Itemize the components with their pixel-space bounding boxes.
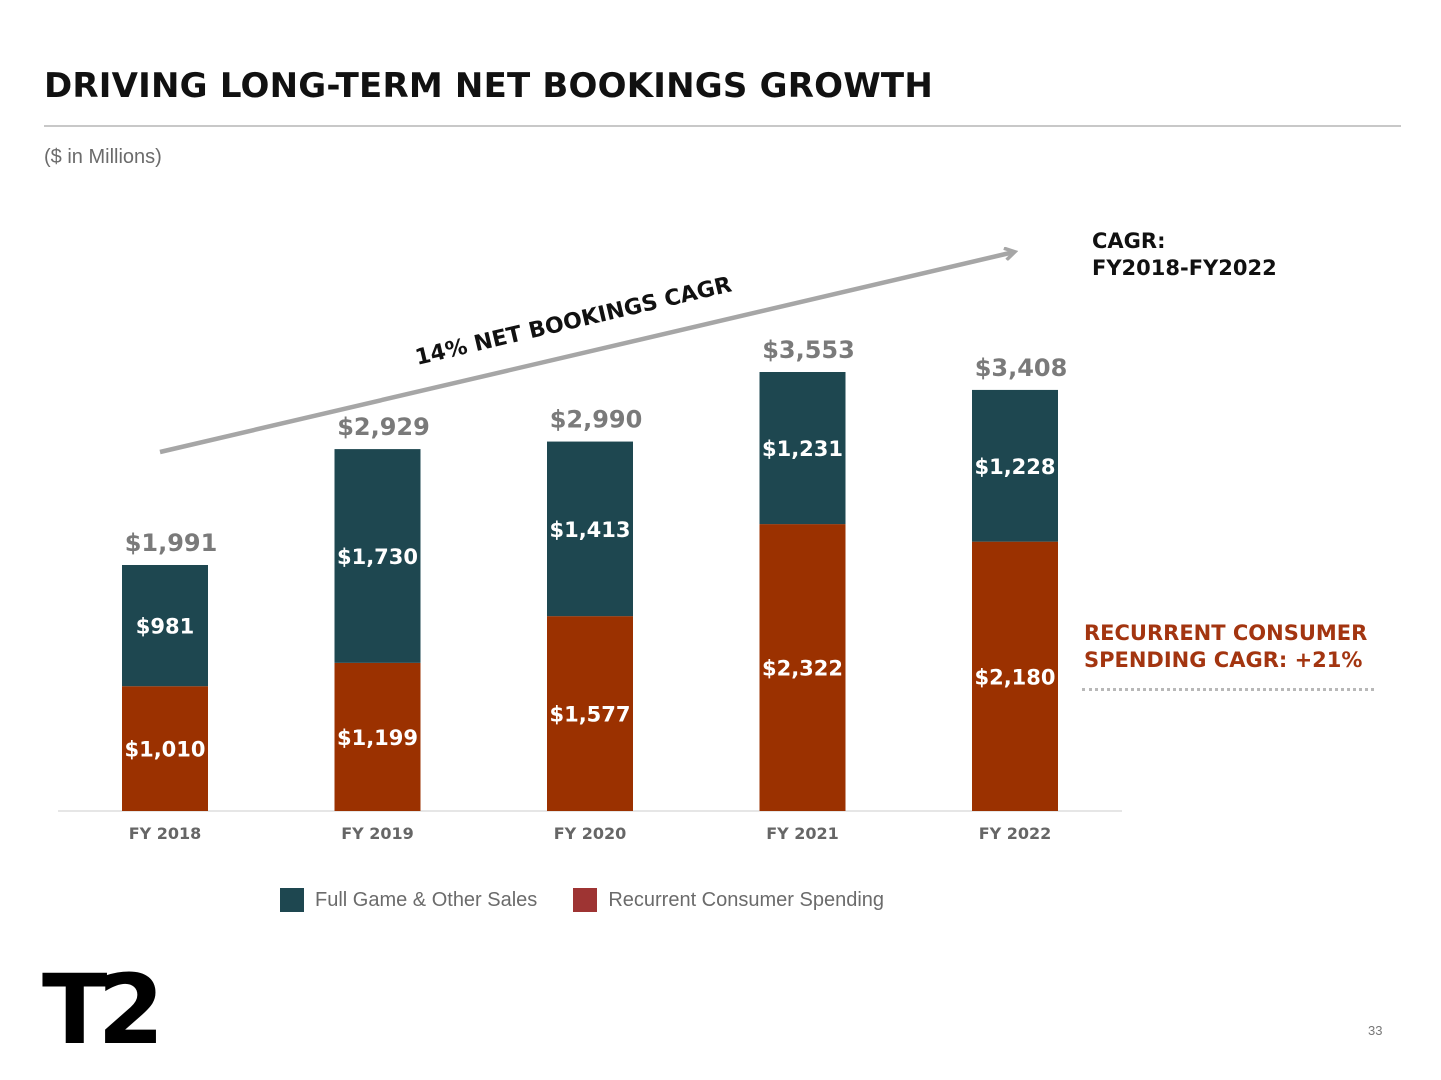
recurrent-cagr-note: RECURRENT CONSUMER SPENDING CAGR: +21% — [1084, 620, 1424, 674]
bar-full-game-4 — [759, 372, 846, 525]
legend-swatch-recurrent — [573, 888, 598, 912]
cagr-arrow — [159, 252, 1014, 455]
data-label-recurrent-1: $1,010 — [124, 738, 205, 762]
data-label-recurrent-4: $2,322 — [762, 657, 843, 681]
bar-recurrent-1 — [122, 686, 208, 811]
x-tick-label-5: FY 2022 — [979, 824, 1052, 843]
bar-recurrent-2 — [334, 662, 421, 811]
data-label-recurrent-2: $1,199 — [337, 726, 418, 750]
x-tick-label-3: FY 2020 — [554, 824, 627, 843]
data-label-full-game-2: $1,730 — [337, 545, 418, 569]
legend-item-recurrent: Recurrent Consumer Spending — [573, 888, 884, 912]
bar-full-game-5 — [972, 389, 1058, 542]
cagr-heading: CAGR: FY2018-FY2022 — [1092, 228, 1277, 282]
cagr-heading-line1: CAGR: — [1092, 229, 1166, 253]
legend-item-full-game: Full Game & Other Sales — [280, 888, 537, 912]
legend-label-full-game: Full Game & Other Sales — [315, 888, 538, 911]
data-label-recurrent-3: $1,577 — [549, 703, 630, 727]
recurrent-cagr-note-line2: SPENDING CAGR: +21% — [1084, 648, 1363, 672]
data-label-full-game-3: $1,413 — [549, 518, 630, 542]
units-subtitle: ($ in Millions) — [44, 146, 162, 168]
x-tick-label-1: FY 2018 — [129, 824, 202, 843]
page-number: 33 — [1368, 1023, 1383, 1038]
data-label-full-game-4: $1,231 — [762, 437, 843, 461]
bar-full-game-1 — [122, 564, 208, 687]
total-label-3: $2,990 — [550, 406, 643, 434]
dotted-divider — [1082, 688, 1374, 691]
bar-recurrent-3 — [547, 616, 633, 811]
data-label-full-game-1: $981 — [136, 615, 194, 639]
total-label-2: $2,929 — [337, 413, 430, 441]
recurrent-cagr-note-line1: RECURRENT CONSUMER — [1084, 621, 1368, 645]
data-label-full-game-5: $1,228 — [974, 455, 1055, 479]
legend-swatch-full-game — [280, 888, 304, 912]
t2-logo: T2 — [42, 954, 164, 1066]
total-label-4: $3,553 — [762, 336, 855, 364]
total-label-1: $1,991 — [125, 529, 218, 557]
title-divider — [44, 125, 1401, 127]
bar-full-game-2 — [334, 449, 421, 663]
cagr-heading-line2: FY2018-FY2022 — [1092, 256, 1277, 280]
slide-title: DRIVING LONG-TERM NET BOOKINGS GROWTH — [44, 66, 933, 106]
bar-recurrent-4 — [759, 524, 846, 811]
total-label-5: $3,408 — [975, 354, 1068, 382]
legend-label-recurrent: Recurrent Consumer Spending — [608, 888, 885, 911]
bar-full-game-3 — [547, 441, 633, 617]
bar-groups: $1,010 $981 $1,991 FY 2018 $1,199 $1,730 $2,92… — [122, 336, 1067, 843]
chart-legend: Full Game & Other Sales Recurrent Consum… — [280, 888, 920, 912]
x-tick-label-2: FY 2019 — [341, 824, 414, 843]
bar-recurrent-5 — [972, 541, 1058, 811]
data-label-recurrent-5: $2,180 — [974, 665, 1055, 689]
x-tick-label-4: FY 2021 — [766, 824, 839, 843]
